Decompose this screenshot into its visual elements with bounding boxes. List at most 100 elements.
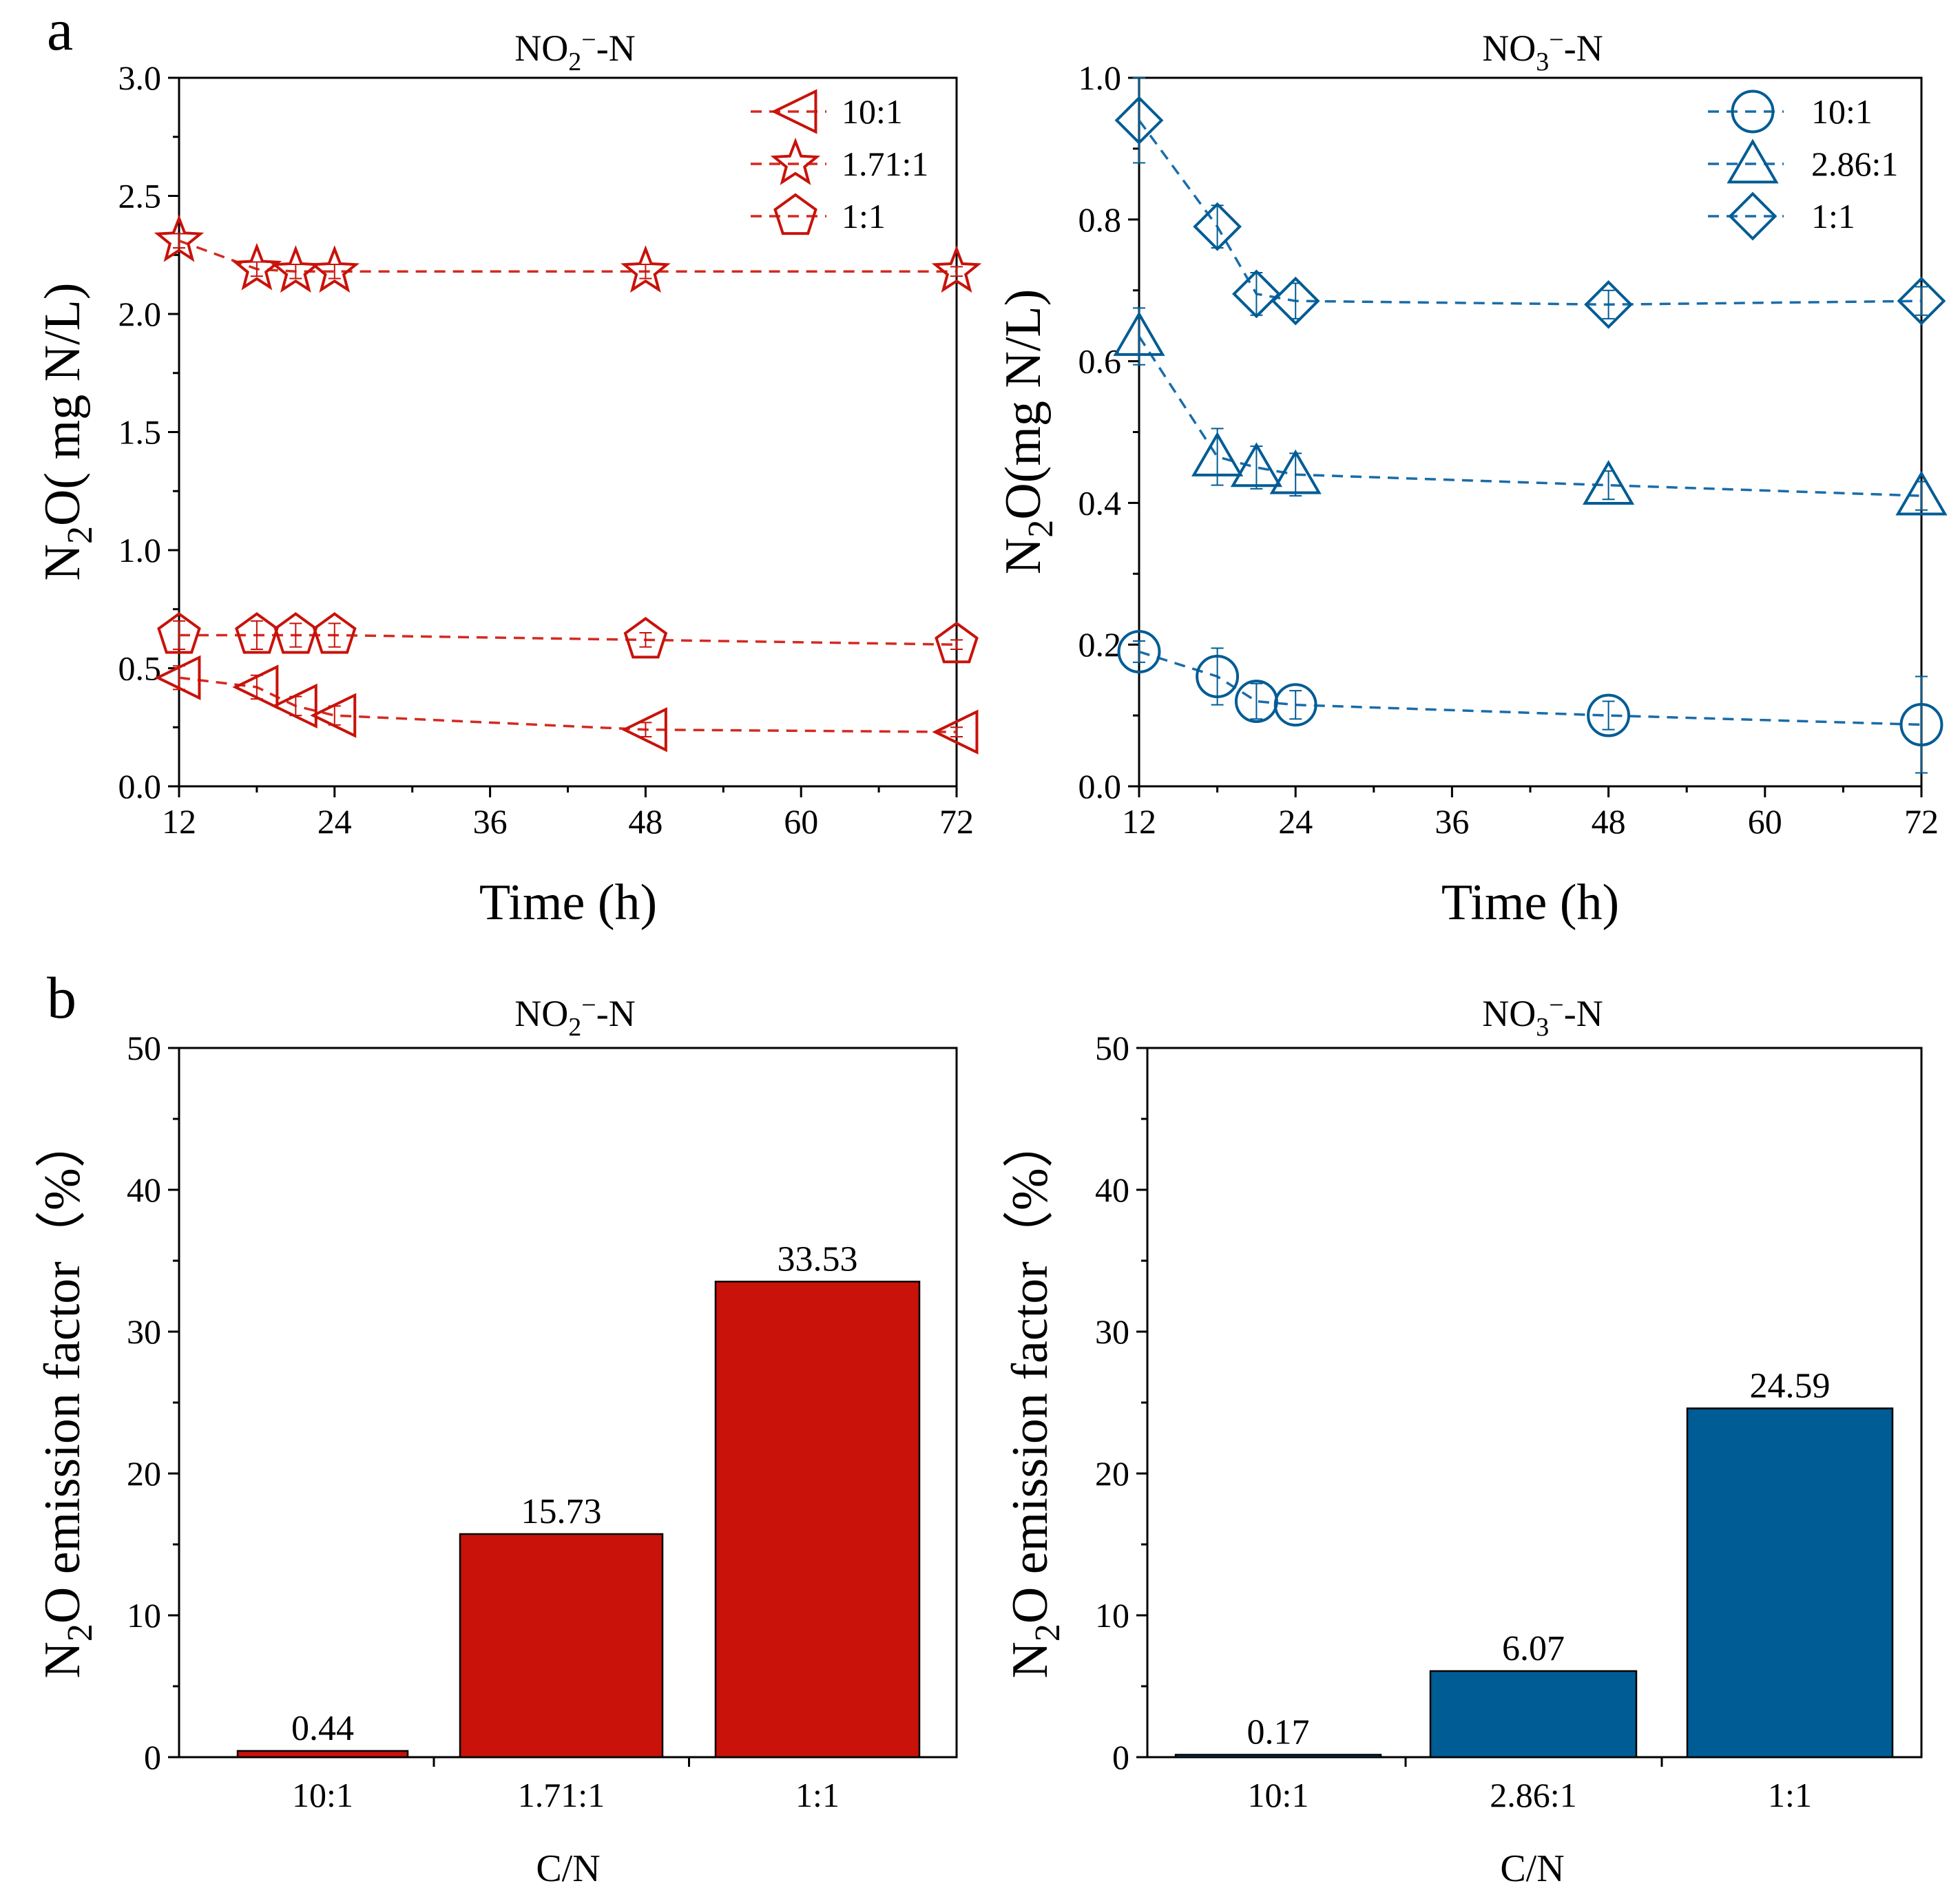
chart-a1-title: NO2−-N (514, 25, 635, 76)
chart-a2-x-axis: 12 24 36 48 60 72 (1122, 786, 1939, 841)
a1-legend-marker (770, 137, 821, 185)
b2-ytick-label: 30 (1095, 1312, 1129, 1351)
panel-letter-b: b (47, 965, 76, 1031)
a1-point (231, 242, 282, 291)
panel-letter-a: a (47, 0, 73, 63)
a1-point (932, 709, 979, 755)
chart-a2-no3-time: NO3−-N 0.0 0.2 0.4 0.6 0.8 1.0 12 24 36 48 60 72 N… (995, 25, 1948, 931)
a1-point (271, 683, 317, 729)
a2-ytick-label: 0.8 (1078, 200, 1122, 239)
a2-point (1583, 460, 1635, 505)
b2-category-label: 1:1 (1768, 1776, 1812, 1814)
chart-a2-title: NO3−-N (1482, 25, 1603, 76)
a2-xtick-label: 12 (1122, 802, 1156, 841)
a1-xtick-label: 24 (317, 802, 352, 841)
chart-a1-series (154, 214, 982, 755)
a2-ytick-label: 0.0 (1078, 767, 1122, 806)
b1-category-label: 1:1 (795, 1776, 840, 1814)
b2-ytick-label: 40 (1095, 1171, 1129, 1209)
a2-xtick-label: 72 (1904, 802, 1939, 841)
b2-bar (1686, 1407, 1894, 1759)
a2-point (1895, 470, 1948, 516)
a2-point (1897, 276, 1946, 326)
a2-xtick-label: 60 (1748, 802, 1782, 841)
a1-point (154, 214, 205, 262)
chart-b2-bars: 0.17 10:1 6.07 2.86:1 24.59 1:1 (1174, 1366, 1894, 1814)
chart-a1-xlabel: Time (h) (479, 874, 657, 931)
a1-ytick-label: 1.0 (118, 531, 162, 569)
a2-xtick-label: 36 (1435, 802, 1469, 841)
a2-xtick-label: 24 (1278, 802, 1313, 841)
b1-category-label: 1.71:1 (518, 1776, 605, 1814)
a2-ytick-label: 0.2 (1078, 625, 1122, 664)
chart-a1-legend: 10:1 1.71:1 1:1 (751, 89, 928, 235)
b1-category-label: 10:1 (292, 1776, 353, 1814)
a1-ytick-label: 2.0 (118, 295, 162, 333)
b1-bar (236, 1750, 409, 1759)
chart-b2-ylabel: N2O emission factor（%） (1002, 1117, 1067, 1678)
a1-point (621, 707, 667, 753)
b2-ytick-label: 50 (1095, 1029, 1129, 1067)
chart-b2-title: NO3−-N (1482, 991, 1603, 1042)
a1-xtick-label: 48 (628, 802, 663, 841)
b1-ytick-label: 0 (144, 1738, 161, 1776)
a1-xtick-label: 12 (162, 802, 196, 841)
a1-point (235, 612, 279, 654)
a1-point (273, 612, 318, 654)
a2-legend-label: 1:1 (1811, 197, 1855, 235)
b2-ytick-label: 20 (1095, 1454, 1129, 1493)
a2-point (1269, 449, 1322, 494)
a2-ytick-label: 0.6 (1078, 342, 1122, 381)
a1-point (232, 664, 279, 710)
a2-legend-marker (1727, 138, 1779, 184)
b2-ytick-label: 0 (1112, 1738, 1129, 1776)
a1-point (154, 655, 201, 700)
a1-ytick-label: 2.5 (118, 177, 162, 216)
b2-bar (1429, 1670, 1638, 1759)
b1-ytick-label: 30 (127, 1312, 161, 1351)
a1-legend-marker (771, 89, 817, 134)
b2-bar (1174, 1754, 1382, 1759)
a1-legend-label: 1:1 (842, 197, 886, 235)
a2-point (1271, 276, 1320, 326)
a2-point (1193, 202, 1242, 251)
a2-point (1232, 269, 1281, 319)
a2-legend-marker (1728, 191, 1777, 241)
chart-b1-bars: 0.44 10:1 15.73 1.71:1 33.53 1:1 (236, 1239, 921, 1814)
a1-series-line-1 (178, 240, 957, 273)
b1-bar-value-label: 33.53 (778, 1239, 858, 1279)
a1-xtick-label: 36 (473, 802, 508, 841)
a2-point (1196, 655, 1240, 698)
b1-ytick-label: 20 (127, 1454, 161, 1493)
a1-series-line-0 (178, 676, 957, 733)
chart-a1-y-axis: 0.0 0.5 1.0 1.5 2.0 2.5 3.0 (118, 59, 179, 806)
b1-ytick-label: 50 (127, 1029, 161, 1067)
a1-point (157, 612, 201, 654)
a1-point (312, 612, 357, 654)
b1-ytick-label: 40 (127, 1171, 161, 1209)
a2-point (1899, 703, 1943, 746)
a2-point (1587, 693, 1631, 737)
chart-b2-xlabel: C/N (1500, 1847, 1564, 1890)
a2-legend-label: 2.86:1 (1811, 145, 1898, 183)
a1-ytick-label: 0.0 (118, 767, 162, 806)
chart-a1-no2-time: NO2−-N 0.0 0.5 1.0 1.5 2.0 2.5 3.0 12 24 36 48 60 7… (34, 25, 982, 931)
b1-bar-value-label: 15.73 (521, 1492, 602, 1531)
a2-legend-label: 10:1 (1811, 92, 1873, 131)
b1-bar (714, 1281, 921, 1759)
a2-point (1273, 683, 1317, 727)
chart-a2-y-axis: 0.0 0.2 0.4 0.6 0.8 1.0 (1078, 59, 1139, 806)
chart-a1-frame (178, 76, 958, 788)
a1-point (310, 693, 357, 738)
chart-a2-legend: 10:1 2.86:1 1:1 (1708, 90, 1898, 241)
chart-b2-y-axis: 0 10 20 30 40 50 (1095, 1029, 1147, 1776)
chart-b1-ylabel: N2O emission factor（%） (34, 1117, 100, 1678)
b1-bar-value-label: 0.44 (291, 1709, 354, 1748)
chart-a1-ylabel: N2O( mg N/L) (34, 283, 100, 581)
a1-point (623, 616, 668, 659)
a1-legend-label: 10:1 (842, 92, 903, 131)
b2-bar-value-label: 24.59 (1750, 1366, 1831, 1405)
b2-bar-value-label: 0.17 (1247, 1712, 1310, 1752)
chart-a1-x-axis: 12 24 36 48 60 72 (162, 786, 974, 841)
